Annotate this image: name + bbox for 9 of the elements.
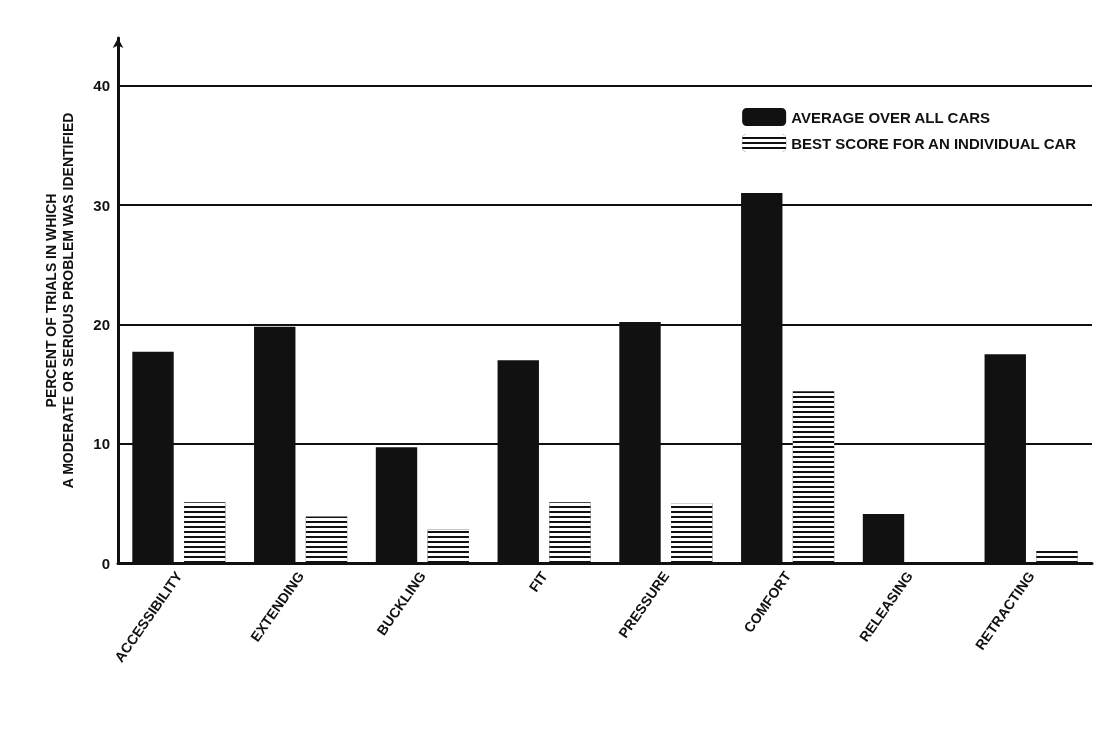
y-tick-label: 40 [93, 77, 110, 95]
y-tick-label: 30 [93, 196, 110, 214]
y-tick-label: 20 [93, 315, 110, 333]
legend-label: AVERAGE OVER ALL CARS [791, 108, 991, 126]
legend-label: BEST SCORE FOR AN INDIVIDUAL CAR [791, 134, 1077, 152]
y-tick-label: 10 [93, 435, 110, 453]
y-tick-label: 0 [101, 554, 110, 572]
x-tick-label: FIT [525, 568, 551, 595]
y-axis-title: PERCENT OF TRIALS IN WHICH A MODERATE OR SERIOUS PROBLEM WAS IDENTIFIED [42, 112, 76, 489]
